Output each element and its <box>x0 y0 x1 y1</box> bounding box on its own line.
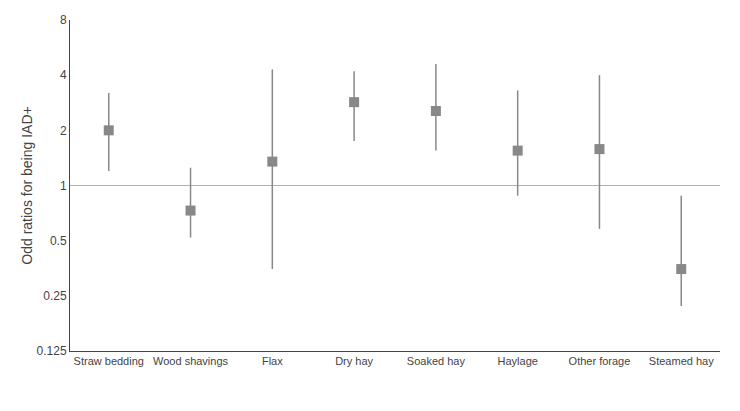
svg-text:Dry hay: Dry hay <box>335 355 373 367</box>
svg-text:Steamed hay: Steamed hay <box>649 355 714 367</box>
svg-text:Haylage: Haylage <box>498 355 538 367</box>
svg-text:0.125: 0.125 <box>37 344 67 358</box>
svg-text:4: 4 <box>60 68 67 82</box>
svg-text:Straw bedding: Straw bedding <box>74 355 144 367</box>
svg-text:Odd ratios for being IAD+: Odd ratios for being IAD+ <box>19 106 35 264</box>
svg-text:1: 1 <box>60 179 67 193</box>
svg-text:Wood shavings: Wood shavings <box>153 355 229 367</box>
svg-text:Flax: Flax <box>262 355 283 367</box>
svg-text:8: 8 <box>60 13 67 27</box>
svg-text:0.25: 0.25 <box>43 289 67 303</box>
svg-text:Soaked hay: Soaked hay <box>407 355 466 367</box>
svg-text:0.5: 0.5 <box>50 234 67 248</box>
svg-text:Other forage: Other forage <box>569 355 631 367</box>
svg-text:2: 2 <box>60 124 67 138</box>
